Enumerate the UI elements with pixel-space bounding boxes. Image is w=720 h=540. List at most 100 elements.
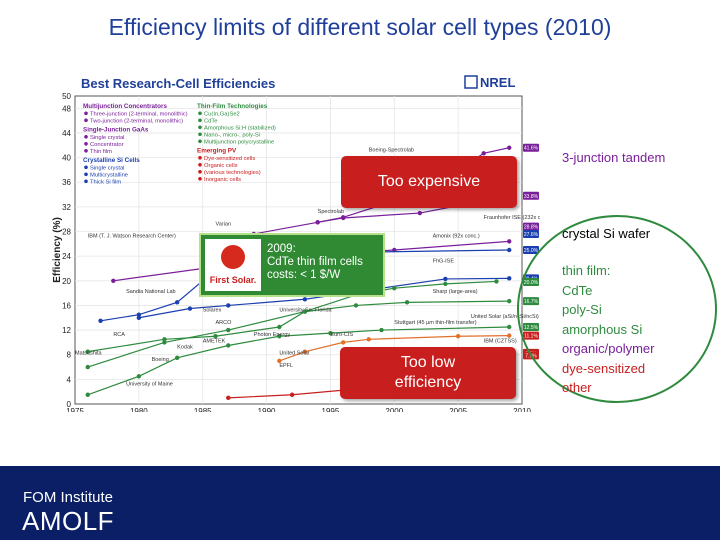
series-line — [87, 326, 510, 396]
data-point — [85, 392, 90, 397]
legend-item: Two-junction (2-terminal, monolithic) — [90, 119, 183, 125]
legend-item: Single crystal — [90, 166, 124, 172]
point-annotation: Amonix (92x conc.) — [433, 234, 480, 240]
data-point — [289, 392, 295, 397]
too-low-line: Too low — [400, 354, 456, 371]
legend-marker — [84, 111, 88, 116]
data-point — [302, 349, 308, 354]
data-point — [226, 395, 231, 401]
nrel-logo-mark — [464, 75, 478, 89]
x-tick-label: 1990 — [258, 407, 276, 412]
end-label-text: 33.8% — [524, 194, 539, 200]
data-point — [162, 340, 167, 345]
side-label-other: other — [562, 380, 592, 395]
legend-marker — [198, 170, 202, 174]
y-tick-label: 16 — [62, 301, 71, 310]
legend-item: Thick Si film — [90, 180, 121, 186]
footer-bar — [0, 466, 720, 540]
end-label: 41.6% — [523, 143, 539, 152]
point-annotation: Solarex — [203, 308, 222, 314]
data-point — [187, 306, 193, 311]
data-point — [226, 327, 231, 333]
legend-marker — [198, 111, 202, 116]
legend-marker — [84, 172, 88, 177]
data-point — [392, 285, 397, 291]
legend-marker — [84, 142, 88, 146]
data-point — [507, 333, 512, 338]
legend-header: Crystalline Si Cells — [83, 157, 140, 164]
point-annotation: ARCO — [215, 320, 232, 326]
legend-item: Dye-sensitized cells — [204, 156, 255, 162]
data-point — [136, 315, 142, 320]
y-tick-label: 0 — [67, 400, 72, 409]
x-tick-label: 2010 — [513, 407, 531, 412]
data-point — [341, 340, 346, 345]
point-annotation: Varian — [215, 221, 231, 227]
too-expensive-callout: Too expensive — [341, 156, 517, 208]
first-solar-text: 2009: CdTe thin film cells costs: < 1 $/… — [267, 243, 363, 282]
y-tick-label: 32 — [62, 203, 71, 212]
data-point — [226, 303, 231, 308]
side-label-thin-film: thin film: — [562, 263, 611, 278]
x-tick-label: 1980 — [130, 407, 148, 412]
point-annotation: University So. Florida — [279, 308, 332, 314]
series-line — [279, 335, 510, 362]
data-point — [366, 337, 371, 342]
end-label: 27.6% — [523, 229, 539, 238]
first-solar-line-1: 2009: — [267, 243, 296, 255]
data-point — [341, 215, 346, 221]
legend-marker — [84, 165, 88, 170]
data-point — [507, 276, 512, 281]
legend-marker — [198, 177, 202, 181]
data-point — [85, 349, 90, 354]
efficiency-line: efficiency — [394, 374, 462, 391]
point-annotation: IBM (T. J. Watson Research Center) — [88, 234, 176, 240]
legend-item: Nano-, micro-, poly-Si — [204, 133, 260, 139]
end-label: 28.8% — [523, 222, 539, 231]
chart-legend: Multijunction Concentrators Three-junctio… — [83, 103, 276, 186]
legend-item: Concentrator — [90, 142, 124, 148]
point-annotation: Boeing — [152, 357, 169, 363]
data-point — [136, 312, 142, 317]
data-point — [443, 281, 448, 287]
footer-line-2: AMOLF — [22, 506, 115, 536]
side-label-organic: organic/polymer — [562, 341, 655, 356]
end-label-badge — [523, 246, 539, 254]
data-point — [302, 309, 308, 314]
legend-item: CdTe — [204, 119, 218, 125]
point-annotation: EPFL — [279, 363, 293, 369]
legend-marker — [198, 132, 202, 137]
side-label-poly-si: poly-Si — [562, 302, 602, 317]
y-tick-label: 48 — [62, 104, 71, 113]
efficiency-chart: Best Research-Cell Efficiencies NREL04812… — [40, 64, 540, 412]
first-solar-box: First Solar. 2009: CdTe thin film cells … — [199, 233, 385, 297]
y-tick-label: 50 — [62, 92, 71, 101]
point-annotation: Stuttgart (45 µm thin-film transfer) — [394, 320, 476, 326]
first-solar-line-2: CdTe thin film cells — [267, 256, 363, 268]
data-point — [507, 247, 512, 253]
end-label-text: 27.6% — [524, 232, 539, 238]
x-tick-label: 2005 — [449, 407, 467, 412]
legend-item: Cu(In,Ga)Se2 — [204, 112, 240, 118]
end-label-badge — [523, 229, 539, 238]
data-point — [494, 279, 499, 284]
data-point — [98, 318, 103, 324]
point-annotation: Kodak — [177, 345, 193, 351]
y-tick-label: 28 — [62, 228, 71, 237]
legend-header: Emerging PV — [197, 148, 237, 155]
legend-item: Three-junction (2-terminal, monolithic) — [90, 112, 188, 118]
series-line — [87, 300, 510, 353]
chart-title: Best Research-Cell Efficiencies — [81, 76, 275, 91]
end-label-badge — [523, 143, 539, 152]
x-tick-label: 2000 — [385, 407, 403, 412]
point-annotation: Matsushita — [75, 351, 103, 357]
legend-item: Single crystal — [90, 135, 124, 141]
y-tick-label: 40 — [62, 154, 71, 163]
point-annotation: Sharp (large-area) — [433, 289, 478, 295]
data-point — [213, 334, 218, 339]
legend-header: Single-Junction GaAs — [83, 127, 149, 134]
point-annotation: Photon Energy — [254, 332, 291, 338]
legend-marker — [84, 135, 88, 139]
end-label-badge — [523, 222, 539, 231]
legend-marker — [198, 156, 202, 160]
